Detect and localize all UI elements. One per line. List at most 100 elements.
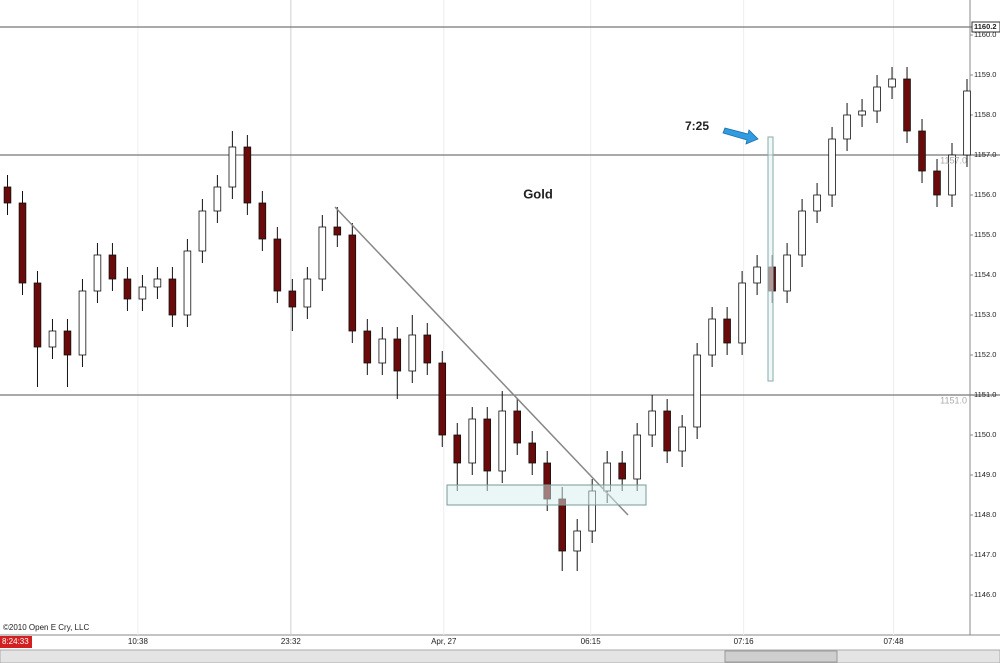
candle-body bbox=[813, 194, 821, 212]
candle-body bbox=[648, 410, 656, 436]
candle-body bbox=[123, 278, 132, 300]
candle-body bbox=[183, 250, 192, 316]
trend-line bbox=[334, 206, 629, 516]
candle-body bbox=[318, 226, 327, 280]
y-tick-label: 1156.0 bbox=[974, 190, 996, 199]
candle-body bbox=[783, 254, 791, 292]
candle-body bbox=[828, 138, 836, 196]
candle-body bbox=[558, 498, 566, 552]
candle-body bbox=[138, 286, 147, 300]
y-tick-label: 1147.0 bbox=[974, 550, 996, 559]
candle-body bbox=[33, 282, 42, 348]
copyright: ©2010 Open E Cry, LLC bbox=[3, 623, 89, 632]
candle-body bbox=[633, 434, 641, 480]
y-tick-label: 1151.0 bbox=[974, 390, 996, 399]
y-tick-label: 1155.0 bbox=[974, 230, 996, 239]
candle-body bbox=[798, 210, 806, 256]
candle-body bbox=[363, 330, 372, 364]
y-tick-label: 1149.0 bbox=[974, 470, 996, 479]
y-tick-label: 1146.0 bbox=[974, 590, 996, 599]
y-tick-label: 1148.0 bbox=[974, 510, 996, 519]
candle-body bbox=[93, 254, 102, 292]
scroll-thumb[interactable] bbox=[724, 650, 838, 663]
y-tick-label: 1154.0 bbox=[974, 270, 996, 279]
candle-body bbox=[948, 154, 956, 196]
candle-body bbox=[273, 238, 282, 292]
candle-body bbox=[618, 462, 626, 480]
candle-body bbox=[78, 290, 87, 356]
candle-body bbox=[873, 86, 881, 112]
candle-body bbox=[408, 334, 417, 372]
candle-body bbox=[933, 170, 941, 196]
candle-body bbox=[63, 330, 72, 356]
candle-body bbox=[663, 410, 671, 452]
candle-body bbox=[453, 434, 462, 464]
y-tick-label: 1157.0 bbox=[974, 150, 996, 159]
candle-body bbox=[723, 318, 731, 344]
x-tick-label: Apr, 27 bbox=[431, 637, 457, 646]
scrollbar[interactable] bbox=[0, 649, 1000, 663]
clock: 8:24:33 bbox=[2, 637, 29, 646]
candle-body bbox=[333, 226, 342, 236]
candle-body bbox=[393, 338, 402, 372]
candle-body bbox=[843, 114, 851, 140]
x-tick-label: 06:15 bbox=[581, 637, 602, 646]
arrow bbox=[722, 127, 759, 145]
candle-body bbox=[303, 278, 312, 308]
candle-body bbox=[483, 418, 492, 472]
annotation: 7:25 bbox=[685, 119, 709, 133]
candle-body bbox=[108, 254, 117, 280]
candle-body bbox=[378, 338, 387, 364]
candle-body bbox=[243, 146, 252, 204]
candle-body bbox=[573, 530, 581, 552]
support-box bbox=[446, 484, 647, 506]
candle-body bbox=[498, 410, 507, 472]
candle-body bbox=[513, 410, 522, 444]
x-tick-label: 07:16 bbox=[734, 637, 755, 646]
y-tick-label: 1160.0 bbox=[974, 30, 996, 39]
candle-body bbox=[153, 278, 162, 288]
y-tick-label: 1159.0 bbox=[974, 70, 996, 79]
candle-body bbox=[288, 290, 297, 308]
candle-body bbox=[678, 426, 686, 452]
candle-body bbox=[888, 78, 896, 88]
candle-body bbox=[468, 418, 477, 464]
candle-body bbox=[918, 130, 926, 172]
y-tick-label: 1152.0 bbox=[974, 350, 996, 359]
candle-body bbox=[228, 146, 237, 188]
candle-body bbox=[348, 234, 357, 332]
level-label-box bbox=[971, 21, 1000, 33]
candle-body bbox=[903, 78, 911, 132]
x-tick-label: 23:32 bbox=[281, 637, 302, 646]
candle-body bbox=[423, 334, 432, 364]
candle-body bbox=[3, 186, 12, 204]
candle-body bbox=[753, 266, 761, 284]
candle-body bbox=[48, 330, 57, 348]
x-tick-label: 10:38 bbox=[128, 637, 149, 646]
candle-body bbox=[963, 90, 971, 156]
clock-box bbox=[0, 636, 32, 648]
candle-body bbox=[168, 278, 177, 316]
y-tick-label: 1158.0 bbox=[974, 110, 996, 119]
chart-title: Gold bbox=[523, 186, 553, 201]
candle-body bbox=[438, 362, 447, 436]
x-tick-label: 07:48 bbox=[884, 637, 905, 646]
candle-body bbox=[528, 442, 536, 464]
candle-body bbox=[18, 202, 27, 284]
candle-body bbox=[693, 354, 701, 428]
candle-body bbox=[213, 186, 222, 212]
candle-body bbox=[258, 202, 267, 240]
candle-body bbox=[858, 110, 866, 116]
candle-body bbox=[708, 318, 716, 356]
y-tick-label: 1153.0 bbox=[974, 310, 996, 319]
level-label: 1160.2 bbox=[974, 22, 997, 31]
level-label: 1157.0 bbox=[940, 155, 967, 165]
time-marker-box bbox=[767, 136, 774, 382]
y-tick-label: 1150.0 bbox=[974, 430, 996, 439]
level-label: 1151.0 bbox=[940, 395, 967, 405]
candle-body bbox=[738, 282, 746, 344]
candle-body bbox=[198, 210, 207, 252]
